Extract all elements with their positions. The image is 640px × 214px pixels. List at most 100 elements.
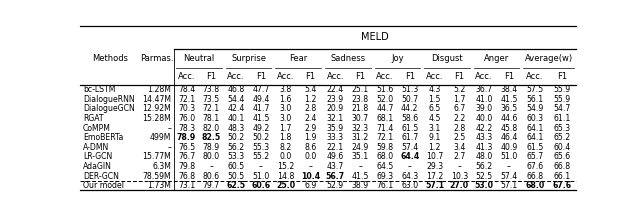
Text: RGAT: RGAT [83, 114, 104, 123]
Text: 1.8: 1.8 [280, 133, 292, 142]
Text: 71.4: 71.4 [376, 124, 394, 133]
Text: 68.0: 68.0 [525, 181, 545, 190]
Text: 0.0: 0.0 [305, 152, 317, 161]
Text: 41.7: 41.7 [252, 104, 269, 113]
Text: 64.5: 64.5 [376, 162, 394, 171]
Text: 3.0: 3.0 [280, 104, 292, 113]
Text: 20.9: 20.9 [327, 104, 344, 113]
Text: –: – [209, 162, 213, 171]
Text: A-DMN: A-DMN [83, 143, 109, 152]
Text: DER-GCN: DER-GCN [83, 172, 119, 181]
Text: 5.4: 5.4 [305, 85, 317, 94]
Text: 78.3: 78.3 [178, 124, 195, 133]
Text: 78.9: 78.9 [177, 133, 196, 142]
Text: 73.1: 73.1 [178, 181, 195, 190]
Text: 55.2: 55.2 [252, 152, 269, 161]
Text: –: – [308, 162, 312, 171]
Text: bc-LSTM: bc-LSTM [83, 85, 115, 94]
Text: 61.1: 61.1 [554, 114, 571, 123]
Text: 44.6: 44.6 [500, 114, 518, 123]
Text: 3.8: 3.8 [280, 85, 292, 94]
Text: 25.1: 25.1 [351, 85, 369, 94]
Text: 78.59M: 78.59M [143, 172, 171, 181]
Text: 1.73M: 1.73M [147, 181, 171, 190]
Text: 3.0: 3.0 [280, 114, 292, 123]
Text: 49.6: 49.6 [326, 152, 344, 161]
Text: 9.1: 9.1 [428, 133, 441, 142]
Text: 6.7: 6.7 [453, 104, 465, 113]
Text: 40.9: 40.9 [500, 143, 518, 152]
Text: 3.4: 3.4 [453, 143, 465, 152]
Text: 56.1: 56.1 [526, 95, 543, 104]
Text: MELD: MELD [361, 32, 389, 42]
Text: 5.2: 5.2 [453, 85, 465, 94]
Text: –: – [259, 162, 263, 171]
Text: –: – [167, 143, 171, 152]
Text: 33.3: 33.3 [327, 133, 344, 142]
Text: 39.0: 39.0 [476, 104, 493, 113]
Text: 42.2: 42.2 [476, 124, 493, 133]
Text: 51.3: 51.3 [401, 85, 419, 94]
Text: 60.3: 60.3 [527, 114, 543, 123]
Text: F1: F1 [355, 72, 365, 81]
Text: 49.4: 49.4 [252, 95, 269, 104]
Text: 2.4: 2.4 [305, 114, 317, 123]
Text: Acc.: Acc. [227, 72, 245, 81]
Text: F1: F1 [305, 72, 316, 81]
Text: Acc.: Acc. [526, 72, 544, 81]
Text: F1: F1 [206, 72, 216, 81]
Text: 17.2: 17.2 [426, 172, 443, 181]
Text: F1: F1 [557, 72, 568, 81]
Text: –: – [167, 124, 171, 133]
Text: –: – [458, 162, 461, 171]
Text: 60.4: 60.4 [554, 143, 571, 152]
Text: 55.3: 55.3 [252, 143, 269, 152]
Text: CoMPM: CoMPM [83, 124, 111, 133]
Text: 54.4: 54.4 [227, 95, 245, 104]
Text: Surprise: Surprise [231, 54, 266, 63]
Text: 22.4: 22.4 [326, 85, 344, 94]
Text: 3.1: 3.1 [428, 124, 441, 133]
Text: 65.3: 65.3 [554, 124, 571, 133]
Text: 51.0: 51.0 [500, 152, 518, 161]
Text: 65.6: 65.6 [554, 152, 571, 161]
Text: F1: F1 [256, 72, 266, 81]
Text: 72.1: 72.1 [203, 104, 220, 113]
Text: 10.3: 10.3 [451, 172, 468, 181]
Text: 41.5: 41.5 [351, 172, 369, 181]
Text: 2.8: 2.8 [305, 104, 317, 113]
Text: F1: F1 [404, 72, 415, 81]
Text: 10.7: 10.7 [426, 152, 443, 161]
Text: 57.1: 57.1 [425, 181, 444, 190]
Text: 78.4: 78.4 [178, 85, 195, 94]
Text: Sadness: Sadness [330, 54, 365, 63]
Text: –: – [408, 162, 412, 171]
Text: 14.47M: 14.47M [142, 95, 171, 104]
Text: 61.5: 61.5 [401, 124, 419, 133]
Text: 35.1: 35.1 [351, 152, 369, 161]
Text: 1.7: 1.7 [280, 124, 292, 133]
Text: 24.9: 24.9 [351, 143, 369, 152]
Text: 50.2: 50.2 [228, 133, 244, 142]
Text: 46.8: 46.8 [227, 85, 244, 94]
Text: 40.1: 40.1 [227, 114, 245, 123]
Text: 42.4: 42.4 [227, 104, 245, 113]
Text: 52.0: 52.0 [376, 95, 394, 104]
Text: 43.7: 43.7 [326, 162, 344, 171]
Text: 22.1: 22.1 [326, 143, 344, 152]
Text: 38.9: 38.9 [351, 181, 369, 190]
Text: 27.0: 27.0 [450, 181, 469, 190]
Text: 72.1: 72.1 [376, 133, 394, 142]
Text: 47.7: 47.7 [252, 85, 269, 94]
Text: 50.5: 50.5 [228, 172, 244, 181]
Text: DialogueRNN: DialogueRNN [83, 95, 134, 104]
Text: 2.7: 2.7 [453, 152, 465, 161]
Text: 23.8: 23.8 [351, 95, 369, 104]
Text: 6.3M: 6.3M [152, 162, 171, 171]
Text: 12.92M: 12.92M [143, 104, 171, 113]
Text: 82.5: 82.5 [202, 133, 221, 142]
Text: 61.7: 61.7 [401, 133, 419, 142]
Text: 76.1: 76.1 [376, 181, 394, 190]
Text: Acc.: Acc. [476, 72, 493, 81]
Text: 1.9: 1.9 [305, 133, 317, 142]
